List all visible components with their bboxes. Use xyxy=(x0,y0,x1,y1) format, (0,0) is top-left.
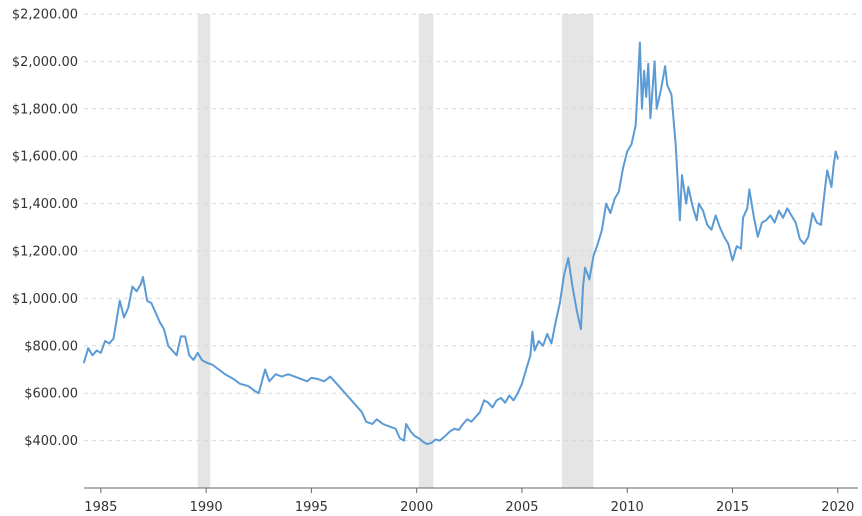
gridlines xyxy=(84,13,858,442)
x-tick-labels: 1985 1990 1995 2000 2005 2010 2015 2020 xyxy=(84,488,854,515)
x-tick-label: 1990 xyxy=(190,500,223,515)
series-line-1 xyxy=(83,41,839,446)
y-tick-label: $600.00 xyxy=(24,387,78,402)
x-tick-label: 2005 xyxy=(505,500,538,515)
x-tick-label: 2000 xyxy=(400,500,433,515)
x-tick-label: 1995 xyxy=(295,500,328,515)
series-layer xyxy=(83,41,839,446)
y-tick-label: $800.00 xyxy=(24,339,78,354)
x-tick-label: 2010 xyxy=(611,500,644,515)
x-tick-label: 2015 xyxy=(716,500,749,515)
y-tick-labels: $400.00 $600.00 $800.00 $1,000.00 $1,200.00 $… xyxy=(12,8,78,450)
y-tick-label: $1,000.00 xyxy=(12,292,78,307)
y-tick-label: $1,400.00 xyxy=(12,197,78,212)
y-tick-label: $400.00 xyxy=(24,434,78,449)
y-tick-label: $2,200.00 xyxy=(12,8,78,23)
y-tick-label: $2,000.00 xyxy=(12,55,78,70)
recession-band-2 xyxy=(418,14,434,488)
recession-bands xyxy=(197,14,594,488)
x-tick-label: 2020 xyxy=(821,500,854,515)
y-tick-label: $1,800.00 xyxy=(12,102,78,117)
x-tick-label: 1985 xyxy=(84,500,117,515)
y-tick-label: $1,600.00 xyxy=(12,150,78,165)
y-tick-label: $1,200.00 xyxy=(12,245,78,260)
